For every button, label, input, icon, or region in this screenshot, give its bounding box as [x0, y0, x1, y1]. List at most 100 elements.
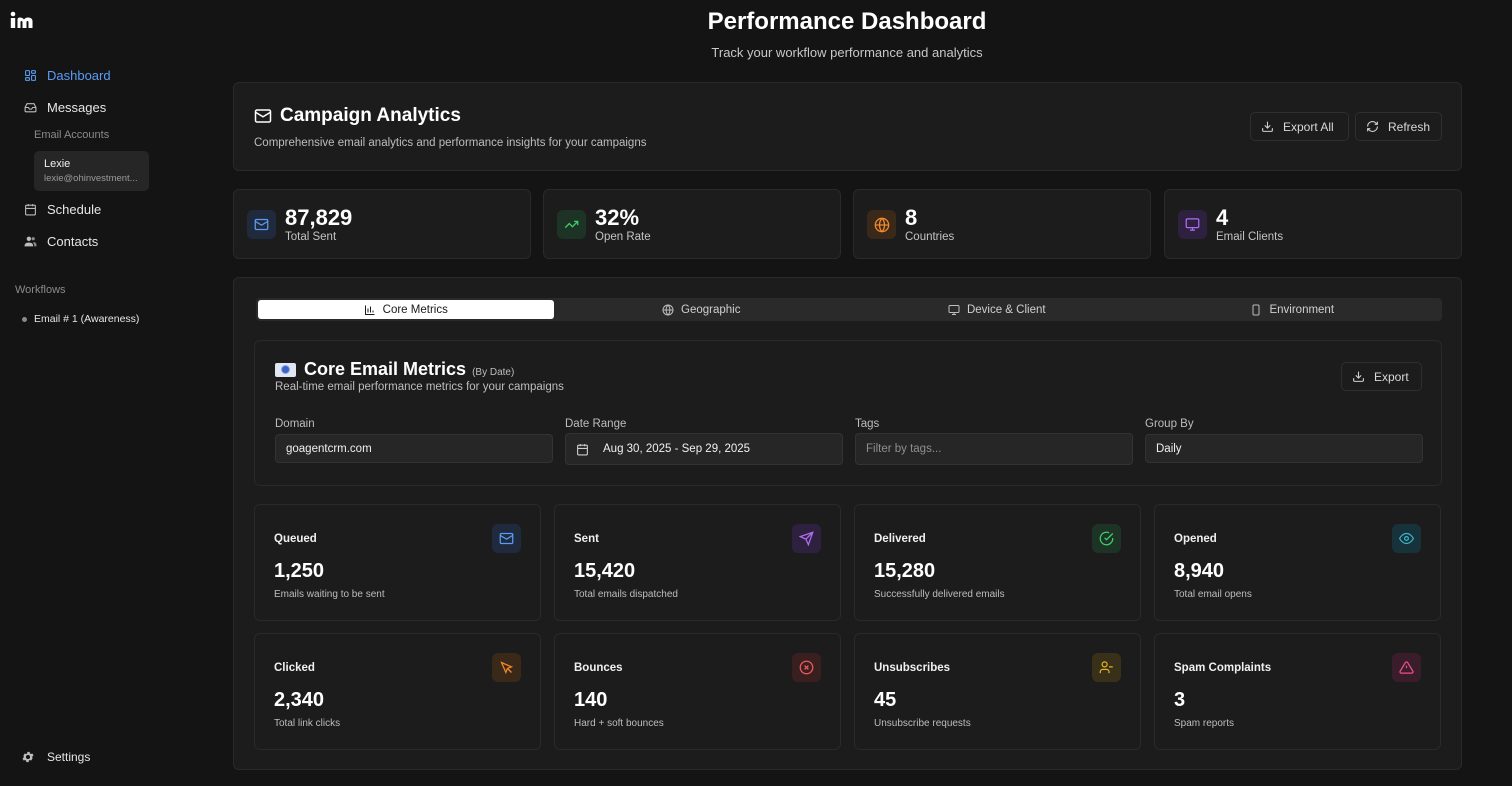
group-by-select[interactable]: Daily — [1145, 434, 1423, 463]
sidebar-item-schedule[interactable]: Schedule — [24, 202, 101, 217]
campaign-title: Campaign Analytics — [254, 105, 461, 127]
metric-card-sent: Sent 15,420 Total emails dispatched — [554, 504, 841, 621]
tab-core-metrics[interactable]: Core Metrics — [258, 300, 554, 319]
user-minus-icon — [1092, 653, 1121, 682]
sidebar-item-messages[interactable]: Messages — [24, 100, 106, 115]
core-metrics-subtitle: Real-time email performance metrics for … — [275, 381, 564, 393]
bar-chart-icon — [364, 305, 375, 315]
trending-up-icon — [557, 210, 586, 239]
metric-value: 2,340 — [274, 689, 325, 711]
stat-value: 4 — [1216, 205, 1229, 230]
date-range-picker[interactable]: Aug 30, 2025 - Sep 29, 2025 — [565, 433, 843, 465]
send-icon — [792, 524, 821, 553]
stat-email-clients: 4 Email Clients — [1164, 189, 1462, 259]
monitor-icon — [1178, 210, 1207, 239]
stat-label: Countries — [905, 231, 955, 243]
domain-value: goagentcrm.com — [286, 442, 372, 455]
page-title: Performance Dashboard — [707, 8, 987, 35]
eye-icon — [1392, 524, 1421, 553]
email-accounts-label: Email Accounts — [34, 129, 110, 141]
check-circle-icon — [1092, 524, 1121, 553]
stat-value: 8 — [905, 205, 918, 230]
export-button[interactable]: Export — [1341, 362, 1422, 391]
date-range-label: Date Range — [565, 418, 627, 430]
metric-description: Total email opens — [1174, 589, 1252, 600]
metric-value: 140 — [574, 689, 608, 711]
group-by-label: Group By — [1145, 418, 1194, 430]
metric-card-spam-complaints: Spam Complaints 3 Spam reports — [1154, 633, 1441, 750]
core-title-suffix: (By Date) — [472, 367, 515, 378]
metric-description: Successfully delivered emails — [874, 589, 1005, 600]
x-circle-icon — [792, 653, 821, 682]
stat-value: 32% — [595, 205, 640, 230]
metrics-panel: Core Metrics Geographic Device & Client … — [233, 277, 1462, 770]
metric-value: 1,250 — [274, 560, 325, 582]
sidebar-item-dashboard[interactable]: Dashboard — [24, 68, 111, 83]
tab-label: Environment — [1269, 303, 1335, 316]
inbox-icon — [24, 103, 37, 113]
metric-description: Hard + soft bounces — [574, 718, 664, 729]
stat-value: 87,829 — [285, 205, 353, 230]
tags-label: Tags — [855, 418, 880, 430]
metric-card-bounces: Bounces 140 Hard + soft bounces — [554, 633, 841, 750]
sidebar-item-label: Dashboard — [47, 68, 111, 83]
metric-card-opened: Opened 8,940 Total email opens — [1154, 504, 1441, 621]
tab-label: Core Metrics — [382, 303, 448, 316]
stat-label: Total Sent — [285, 231, 337, 243]
metric-value: 3 — [1174, 689, 1186, 711]
campaign-analytics-card: Campaign Analytics Comprehensive email a… — [233, 82, 1462, 171]
mail-icon — [254, 109, 272, 123]
cursor-click-icon — [492, 653, 521, 682]
date-range-value: Aug 30, 2025 - Sep 29, 2025 — [603, 443, 751, 455]
tab-geographic[interactable]: Geographic — [554, 300, 850, 319]
stat-countries: 8 Countries — [853, 189, 1151, 259]
campaign-subtitle: Comprehensive email analytics and perfor… — [254, 137, 647, 149]
stat-total-sent: 87,829 Total Sent — [233, 189, 531, 259]
core-title-text: Core Email Metrics — [304, 359, 467, 379]
metric-description: Emails waiting to be sent — [274, 589, 385, 600]
stat-open-rate: 32% Open Rate — [543, 189, 841, 259]
settings-label: Settings — [47, 750, 91, 764]
dashboard-grid-icon — [25, 70, 36, 81]
workflow-label: Email # 1 (Awareness) — [34, 313, 140, 325]
metric-card-queued: Queued 1,250 Emails waiting to be sent — [254, 504, 541, 621]
metric-title: Opened — [1174, 533, 1217, 545]
stat-label: Open Rate — [595, 231, 651, 243]
tab-environment[interactable]: Environment — [1145, 300, 1441, 319]
domain-select[interactable]: goagentcrm.com — [275, 434, 553, 463]
export-all-label: Export All — [1283, 119, 1334, 134]
metric-title: Bounces — [574, 662, 623, 674]
metric-value: 15,420 — [574, 560, 636, 582]
globe-icon — [662, 304, 674, 315]
metric-description: Spam reports — [1174, 718, 1235, 729]
refresh-label: Refresh — [1388, 119, 1431, 134]
metric-card-unsubscribes: Unsubscribes 45 Unsubscribe requests — [854, 633, 1141, 750]
tags-input[interactable]: Filter by tags... — [855, 433, 1133, 465]
sidebar-item-label: Contacts — [47, 234, 99, 249]
domain-label: Domain — [275, 418, 315, 430]
mail-icon — [247, 210, 276, 239]
calendar-icon — [577, 443, 588, 455]
gear-icon — [22, 751, 34, 763]
export-label: Export — [1374, 369, 1409, 384]
group-by-value: Daily — [1156, 442, 1182, 455]
users-icon — [24, 236, 37, 247]
tab-bar: Core Metrics Geographic Device & Client … — [256, 298, 1442, 321]
export-all-button[interactable]: Export All — [1250, 112, 1349, 141]
refresh-button[interactable]: Refresh — [1355, 112, 1442, 141]
page-subtitle: Track your workflow performance and anal… — [711, 45, 983, 60]
workflow-item[interactable]: Email # 1 (Awareness) — [22, 313, 139, 325]
account-name: Lexie — [44, 158, 71, 170]
alert-triangle-icon — [1392, 653, 1421, 682]
download-icon — [1353, 371, 1364, 382]
tab-label: Device & Client — [966, 303, 1046, 316]
sidebar-item-label: Schedule — [47, 202, 102, 217]
tab-device-client[interactable]: Device & Client — [849, 300, 1145, 319]
sidebar-item-settings[interactable]: Settings — [21, 750, 90, 764]
app-logo[interactable] — [9, 11, 34, 29]
account-email: lexie@ohinvestment... — [44, 173, 138, 184]
sidebar-item-contacts[interactable]: Contacts — [24, 234, 98, 249]
metric-description: Total link clicks — [274, 718, 341, 729]
metric-description: Unsubscribe requests — [874, 718, 971, 729]
email-account-item[interactable]: Lexie lexie@ohinvestment... — [34, 151, 149, 191]
